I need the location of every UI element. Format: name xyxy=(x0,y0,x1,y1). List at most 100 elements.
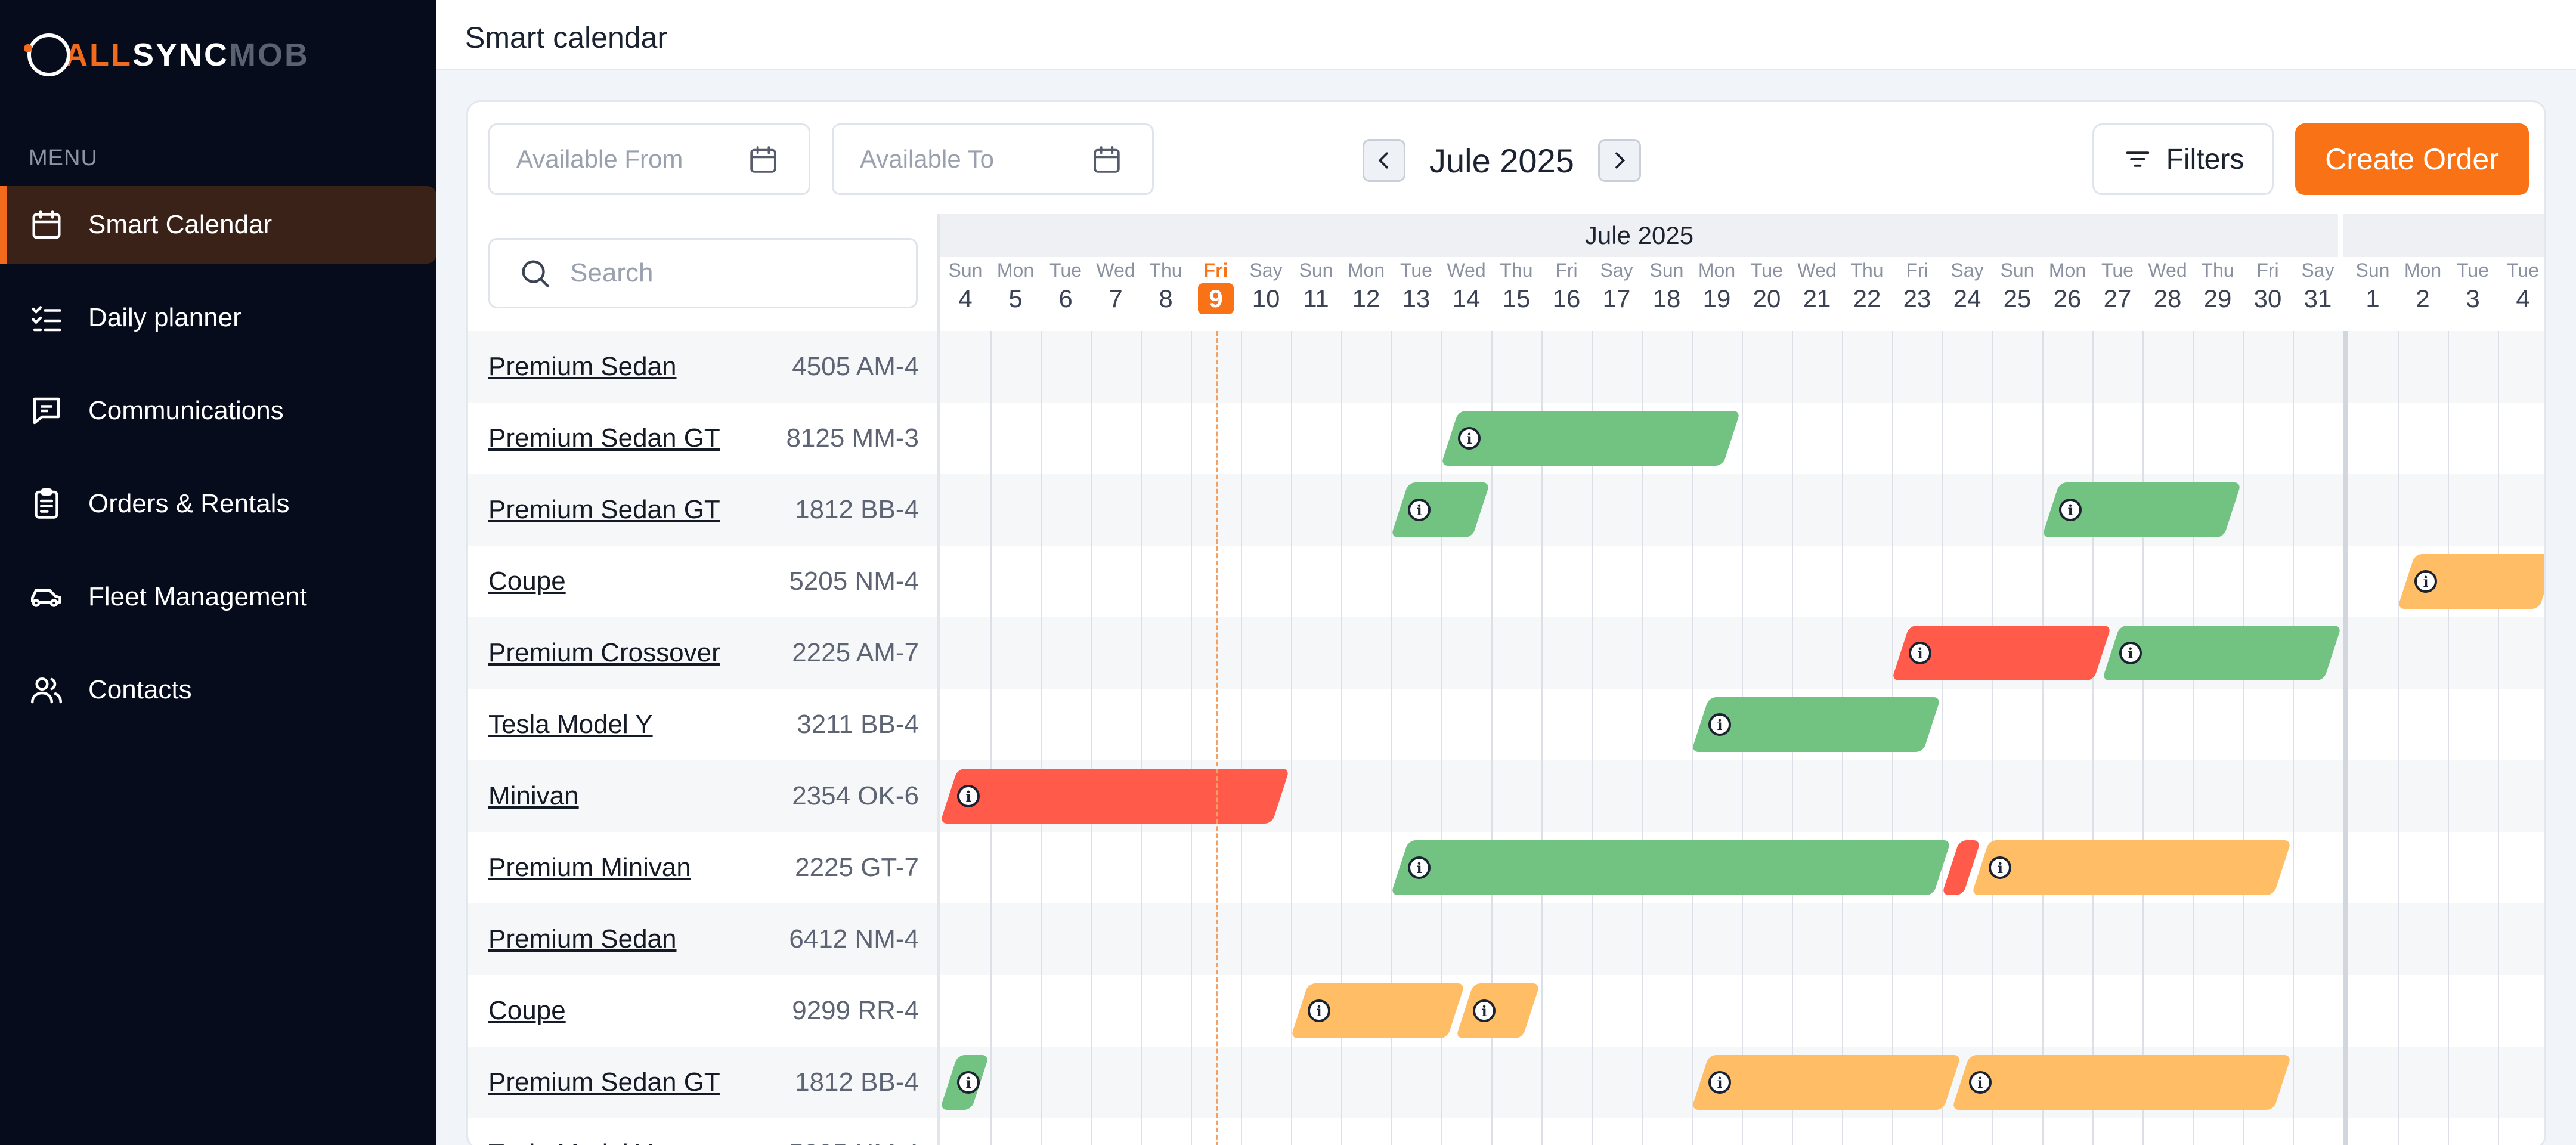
info-icon[interactable]: i xyxy=(1708,1071,1731,1094)
day-of-week: Say xyxy=(1950,259,1984,281)
logo-ring-icon xyxy=(24,33,70,76)
info-icon[interactable]: i xyxy=(1989,856,2012,879)
info-icon[interactable]: i xyxy=(1473,999,1496,1022)
sidebar-item-label: Orders & Rentals xyxy=(88,489,290,518)
info-icon[interactable]: i xyxy=(2059,499,2082,521)
booking-bar[interactable] xyxy=(1391,840,1951,895)
day-of-week: Say xyxy=(1600,259,1633,281)
search-placeholder: Search xyxy=(570,258,654,287)
day-of-week: Sun xyxy=(1649,259,1684,281)
info-icon[interactable]: i xyxy=(1308,999,1330,1022)
filter-icon xyxy=(2126,151,2149,167)
vehicle-row[interactable]: Premium Sedan GT 1812 BB-4 xyxy=(468,1047,939,1118)
day-header: Wed 21 xyxy=(1792,257,1842,314)
vehicle-row[interactable]: Coupe 5205 NM-4 xyxy=(468,546,939,617)
vehicle-name-link[interactable]: Coupe xyxy=(488,567,566,596)
info-icon[interactable]: i xyxy=(957,1071,980,1094)
prev-month-button[interactable] xyxy=(1363,139,1405,182)
available-to-field[interactable]: Available To xyxy=(832,123,1154,195)
create-order-button[interactable]: Create Order xyxy=(2295,123,2529,195)
calendar-icon[interactable] xyxy=(1090,143,1123,177)
month-header xyxy=(2343,214,2544,257)
available-from-field[interactable]: Available From xyxy=(488,123,810,195)
info-icon[interactable]: i xyxy=(1708,713,1731,736)
day-number: 7 xyxy=(1109,284,1123,312)
grid-row xyxy=(940,474,2544,546)
day-of-week: Sun xyxy=(1299,259,1333,281)
day-number: 13 xyxy=(1402,284,1431,312)
vehicle-row[interactable]: Premium Sedan GT 8125 MM-3 xyxy=(468,403,939,474)
info-icon[interactable]: i xyxy=(2414,570,2437,593)
vehicle-name-link[interactable]: Tesla Model Y xyxy=(488,710,653,739)
info-icon[interactable]: i xyxy=(1909,642,1931,664)
info-icon[interactable]: i xyxy=(1968,1071,1992,1094)
grid-row xyxy=(940,546,2544,617)
search-icon xyxy=(522,260,549,287)
users-icon xyxy=(29,672,64,708)
day-number: 30 xyxy=(2253,284,2282,312)
day-header: Wed 28 xyxy=(2142,257,2193,314)
next-month-button[interactable] xyxy=(1597,139,1641,182)
vehicle-name-link[interactable]: Premium Crossover xyxy=(488,638,720,667)
vehicle-name-link[interactable]: Coupe xyxy=(488,996,566,1025)
grid-row xyxy=(940,331,2544,403)
booking-bar[interactable] xyxy=(1691,1055,1961,1110)
day-number: 15 xyxy=(1502,284,1531,312)
day-header: Mon 19 xyxy=(1692,257,1742,314)
sidebar-item-daily-planner[interactable]: Daily planner xyxy=(0,279,436,357)
sidebar-item-communications[interactable]: Communications xyxy=(0,372,436,450)
vehicle-name-link[interactable]: Premium Sedan xyxy=(488,352,677,381)
day-number: 25 xyxy=(2003,284,2032,312)
vehicle-row[interactable]: Minivan 2354 OK-6 xyxy=(468,760,939,832)
vehicle-row[interactable]: Tesla Model Y 3211 BB-4 xyxy=(468,689,939,760)
chat-icon xyxy=(29,393,64,429)
info-icon[interactable]: i xyxy=(1408,856,1431,879)
grid-line xyxy=(2142,331,2144,1145)
day-of-week: Mon xyxy=(2048,259,2086,281)
vehicle-name-link[interactable]: Premium Sedan GT xyxy=(488,1067,720,1097)
sidebar-item-orders-rentals[interactable]: Orders & Rentals xyxy=(0,465,436,543)
vehicle-name-link[interactable]: Premium Sedan GT xyxy=(488,495,720,524)
day-number: 14 xyxy=(1452,284,1481,312)
info-icon[interactable]: i xyxy=(2119,642,2142,664)
grid-line xyxy=(1592,331,1593,1145)
sidebar-item-fleet-management[interactable]: Fleet Management xyxy=(0,558,436,636)
vehicle-row[interactable]: Premium Crossover 2225 AM-7 xyxy=(468,617,939,689)
vehicle-name-link[interactable]: Premium Sedan xyxy=(488,924,677,954)
chevron-left-icon xyxy=(1378,152,1388,169)
search-input[interactable]: Search xyxy=(488,238,918,308)
day-header: Say 31 xyxy=(2293,257,2343,314)
filters-button[interactable]: Filters xyxy=(2092,123,2274,195)
calendar-icon[interactable] xyxy=(747,143,780,177)
vehicle-row[interactable]: Premium Sedan 4505 AM-4 xyxy=(468,331,939,403)
day-number: 1 xyxy=(2366,284,2380,312)
vehicle-row[interactable]: Coupe 9299 RR-4 xyxy=(468,975,939,1047)
booking-bar[interactable] xyxy=(1951,1055,2292,1110)
timeline-grid: Jule 2025 Sun 4 Mon 5 Tue 6 Wed 7 Thu 8 Fri 9 Say 10 S… xyxy=(940,214,2544,1145)
booking-bar[interactable] xyxy=(1441,411,1741,466)
vehicle-row[interactable]: Premium Sedan 6412 NM-4 xyxy=(468,903,939,975)
vehicle-name-link[interactable]: Premium Sedan GT xyxy=(488,423,720,453)
app-logo[interactable]: ALL SYNC MOB xyxy=(24,31,309,79)
vehicle-name-link[interactable]: Premium Minivan xyxy=(488,853,691,882)
day-of-week: Say xyxy=(2301,259,2334,281)
vehicle-name-link[interactable]: Tesla Model Y xyxy=(488,1139,653,1145)
vehicle-row[interactable]: Premium Minivan 2225 GT-7 xyxy=(468,832,939,903)
sidebar-item-label: Contacts xyxy=(88,675,192,704)
booking-bar[interactable] xyxy=(1971,840,2292,895)
info-icon[interactable]: i xyxy=(957,785,980,807)
sidebar-item-contacts[interactable]: Contacts xyxy=(0,651,436,729)
vehicle-name-link[interactable]: Minivan xyxy=(488,781,579,810)
grid-row xyxy=(940,975,2544,1047)
day-number: 5 xyxy=(1008,284,1023,312)
info-icon[interactable]: i xyxy=(1408,499,1431,521)
grid-row xyxy=(940,1118,2544,1145)
booking-bar[interactable] xyxy=(940,769,1290,824)
info-icon[interactable]: i xyxy=(1458,427,1481,450)
sidebar-item-smart-calendar[interactable]: Smart Calendar xyxy=(0,186,436,264)
grid-line xyxy=(2498,331,2499,1145)
vehicle-row[interactable]: Premium Sedan GT 1812 BB-4 xyxy=(468,474,939,546)
day-header: Wed 7 xyxy=(1091,257,1141,314)
vehicle-row[interactable]: Tesla Model Y 5205 NM-4 xyxy=(468,1118,939,1145)
grid-line xyxy=(1141,331,1142,1145)
